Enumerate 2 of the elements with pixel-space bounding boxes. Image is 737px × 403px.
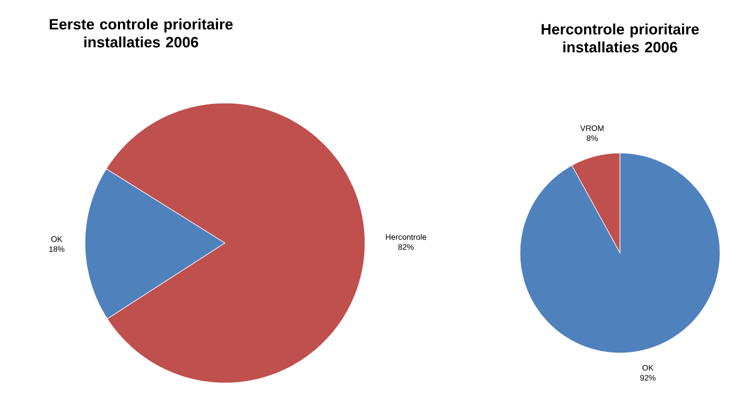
chart-title: Eerste controle prioritaire installaties 2006	[50, 18, 233, 48]
chart-title: Hercontrole prioritaire installaties 2006	[542, 24, 699, 52]
